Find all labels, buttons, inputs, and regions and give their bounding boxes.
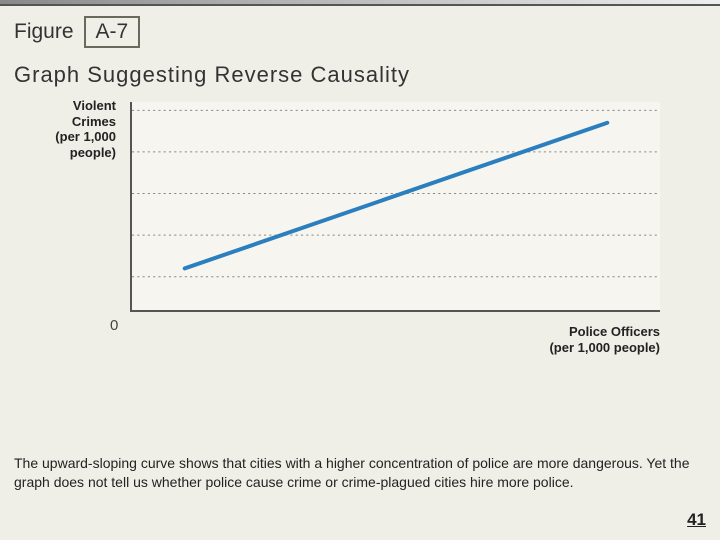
chart-area: ViolentCrimes(per 1,000people) 0 Police … [40,102,680,372]
chart-svg [132,102,660,310]
page-number: 41 [687,510,706,530]
caption-text: The upward-sloping curve shows that citi… [14,454,706,492]
x-axis-label: Police Officers(per 1,000 people) [549,324,660,355]
origin-label: 0 [110,317,118,334]
figure-header: Figure A-7 [0,6,720,52]
plot-area [130,102,660,312]
chart-title: Graph Suggesting Reverse Causality [0,52,720,102]
y-axis-label: ViolentCrimes(per 1,000people) [30,98,116,160]
figure-label: Figure [14,20,74,44]
figure-number: A-7 [84,16,141,48]
